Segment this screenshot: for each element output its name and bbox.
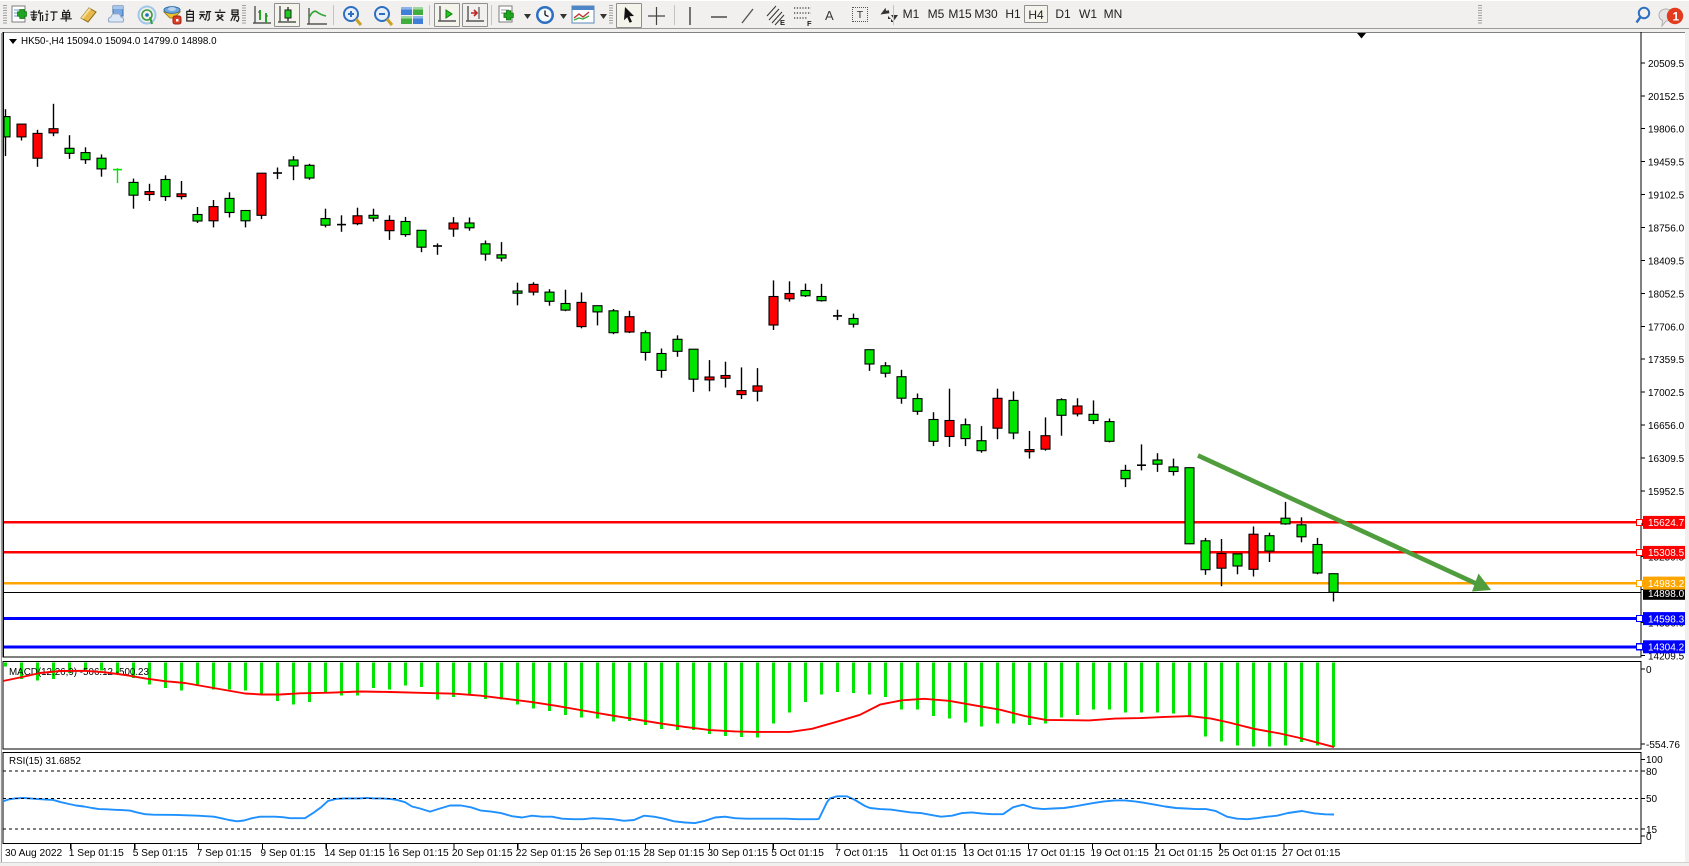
svg-text:27 Oct 01:15: 27 Oct 01:15 [1282,848,1341,859]
svg-text:20 Sep 01:15: 20 Sep 01:15 [452,848,513,859]
svg-text:18052.5: 18052.5 [1648,289,1685,300]
svg-text:14898.0: 14898.0 [1648,589,1685,600]
svg-text:25 Oct 01:15: 25 Oct 01:15 [1218,848,1277,859]
svg-text:MACD(12,26,9) -506.12 -500.23: MACD(12,26,9) -506.12 -500.23 [9,667,150,678]
svg-text:11 Oct 01:15: 11 Oct 01:15 [899,848,957,859]
svg-text:19459.5: 19459.5 [1648,158,1685,169]
svg-text:1: 1 [1673,10,1680,24]
svg-text:19806.0: 19806.0 [1648,125,1685,136]
svg-text:14209.5: 14209.5 [1648,652,1685,663]
svg-text:7 Oct 01:15: 7 Oct 01:15 [835,848,888,859]
svg-text:19 Oct 01:15: 19 Oct 01:15 [1091,848,1150,859]
svg-text:80: 80 [1646,767,1658,778]
svg-text:28 Sep 01:15: 28 Sep 01:15 [644,848,705,859]
svg-text:14598.3: 14598.3 [1648,614,1685,625]
svg-text:20152.5: 20152.5 [1648,92,1685,103]
svg-text:5 Sep 01:15: 5 Sep 01:15 [133,848,188,859]
svg-text:-554.76: -554.76 [1646,740,1680,751]
svg-text:26 Sep 01:15: 26 Sep 01:15 [580,848,641,859]
svg-text:15308.5: 15308.5 [1648,548,1685,559]
svg-text:17 Oct 01:15: 17 Oct 01:15 [1027,848,1086,859]
svg-text:F: F [807,19,812,28]
svg-text:22 Sep 01:15: 22 Sep 01:15 [516,848,577,859]
svg-text:RSI(15) 31.6852: RSI(15) 31.6852 [9,756,81,767]
svg-text:14304.2: 14304.2 [1648,643,1685,654]
svg-text:0: 0 [1646,832,1652,843]
svg-text:18756.0: 18756.0 [1648,224,1685,235]
svg-text:19102.5: 19102.5 [1648,191,1685,202]
svg-text:21 Oct 01:15: 21 Oct 01:15 [1154,848,1213,859]
svg-text:17359.5: 17359.5 [1648,355,1685,366]
svg-text:0: 0 [1646,665,1652,676]
svg-text:13 Oct 01:15: 13 Oct 01:15 [963,848,1022,859]
svg-text:50: 50 [1646,794,1658,805]
svg-text:9 Sep 01:15: 9 Sep 01:15 [260,848,315,859]
svg-text:15: 15 [1646,825,1658,836]
svg-text:16 Sep 01:15: 16 Sep 01:15 [388,848,449,859]
svg-text:14983.2: 14983.2 [1648,579,1685,590]
svg-text:5 Oct 01:15: 5 Oct 01:15 [771,848,824,859]
svg-text:16656.0: 16656.0 [1648,421,1685,432]
svg-text:14 Sep 01:15: 14 Sep 01:15 [324,848,385,859]
svg-text:17706.0: 17706.0 [1648,322,1685,333]
svg-text:20509.5: 20509.5 [1648,59,1685,70]
svg-text:15952.5: 15952.5 [1648,487,1685,498]
svg-text:1 Sep 01:15: 1 Sep 01:15 [69,848,124,859]
svg-text:16309.5: 16309.5 [1648,454,1685,465]
svg-text:HK50-,H4 15094.0 15094.0 1479: HK50-,H4 15094.0 15094.0 14799.0 14898.0 [21,36,217,47]
svg-text:E: E [780,18,785,27]
svg-text:30 Aug 2022: 30 Aug 2022 [5,848,63,859]
svg-text:7 Sep 01:15: 7 Sep 01:15 [197,848,252,859]
svg-text:18409.5: 18409.5 [1648,256,1685,267]
svg-text:17002.5: 17002.5 [1648,388,1685,399]
svg-text:100: 100 [1646,755,1663,766]
svg-text:30 Sep 01:15: 30 Sep 01:15 [707,848,768,859]
svg-text:15624.7: 15624.7 [1648,518,1685,529]
